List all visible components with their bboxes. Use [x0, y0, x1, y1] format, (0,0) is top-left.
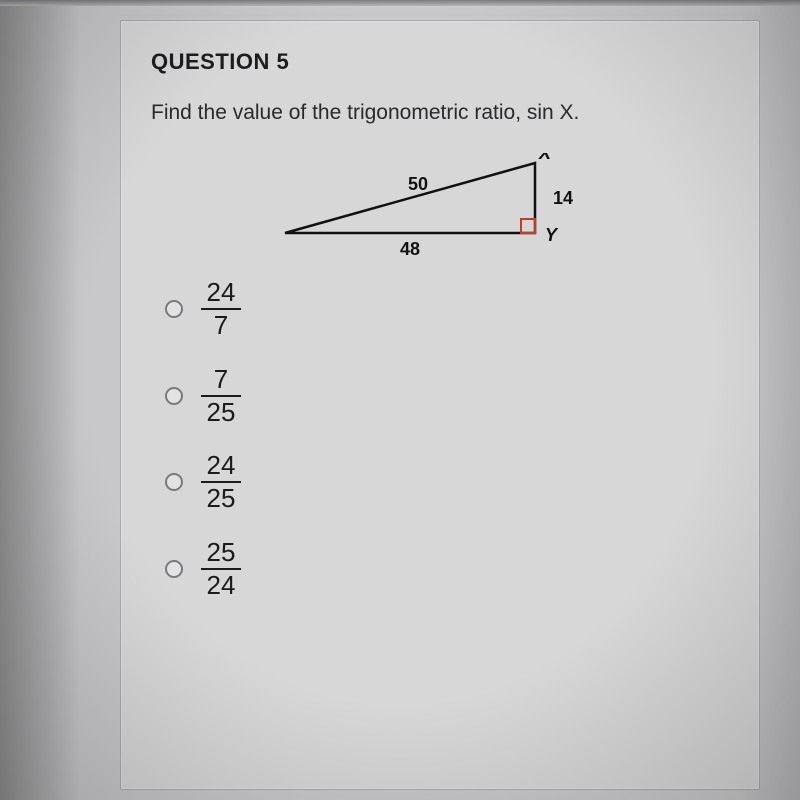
svg-text:48: 48: [400, 239, 420, 259]
device-edge: [0, 0, 800, 6]
radio-icon[interactable]: [165, 300, 183, 318]
svg-text:14: 14: [553, 188, 573, 208]
fraction-numerator: 24: [203, 452, 240, 479]
radio-icon[interactable]: [165, 387, 183, 405]
radio-icon[interactable]: [165, 473, 183, 491]
fraction-denominator: 25: [203, 399, 240, 426]
svg-text:Y: Y: [545, 225, 559, 245]
fraction: 2524: [201, 539, 241, 600]
svg-text:50: 50: [408, 174, 428, 194]
fraction-numerator: 25: [203, 539, 240, 566]
question-card: QUESTION 5 Find the value of the trigono…: [120, 20, 760, 790]
fraction-numerator: 7: [210, 366, 232, 393]
fraction-denominator: 7: [210, 312, 232, 339]
answer-option[interactable]: 247: [165, 279, 729, 340]
triangle-figure: ZYX501448: [151, 153, 729, 263]
question-heading: QUESTION 5: [151, 49, 729, 75]
fraction-denominator: 24: [203, 572, 240, 599]
fraction: 2425: [201, 452, 241, 513]
triangle-svg: ZYX501448: [275, 153, 605, 263]
fraction-numerator: 24: [203, 279, 240, 306]
question-prompt: Find the value of the trigonometric rati…: [151, 101, 729, 125]
svg-text:X: X: [538, 153, 552, 163]
radio-icon[interactable]: [165, 560, 183, 578]
fraction: 247: [201, 279, 241, 340]
answer-option[interactable]: 2425: [165, 452, 729, 513]
answer-options: 24772524252524: [151, 279, 729, 599]
answer-option[interactable]: 2524: [165, 539, 729, 600]
answer-option[interactable]: 725: [165, 366, 729, 427]
fraction: 725: [201, 366, 241, 427]
fraction-denominator: 25: [203, 485, 240, 512]
